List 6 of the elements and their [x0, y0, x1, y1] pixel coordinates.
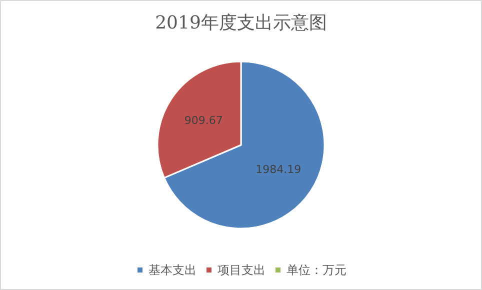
chart-title: 2019年度支出示意图 — [155, 12, 327, 34]
legend-label: 基本支出 — [148, 263, 196, 277]
data-label: 1984.19 — [256, 163, 302, 176]
data-label: 909.67 — [184, 114, 223, 127]
legend-label: 单位：万元 — [286, 263, 346, 277]
legend-label: 项目支出 — [218, 263, 266, 277]
